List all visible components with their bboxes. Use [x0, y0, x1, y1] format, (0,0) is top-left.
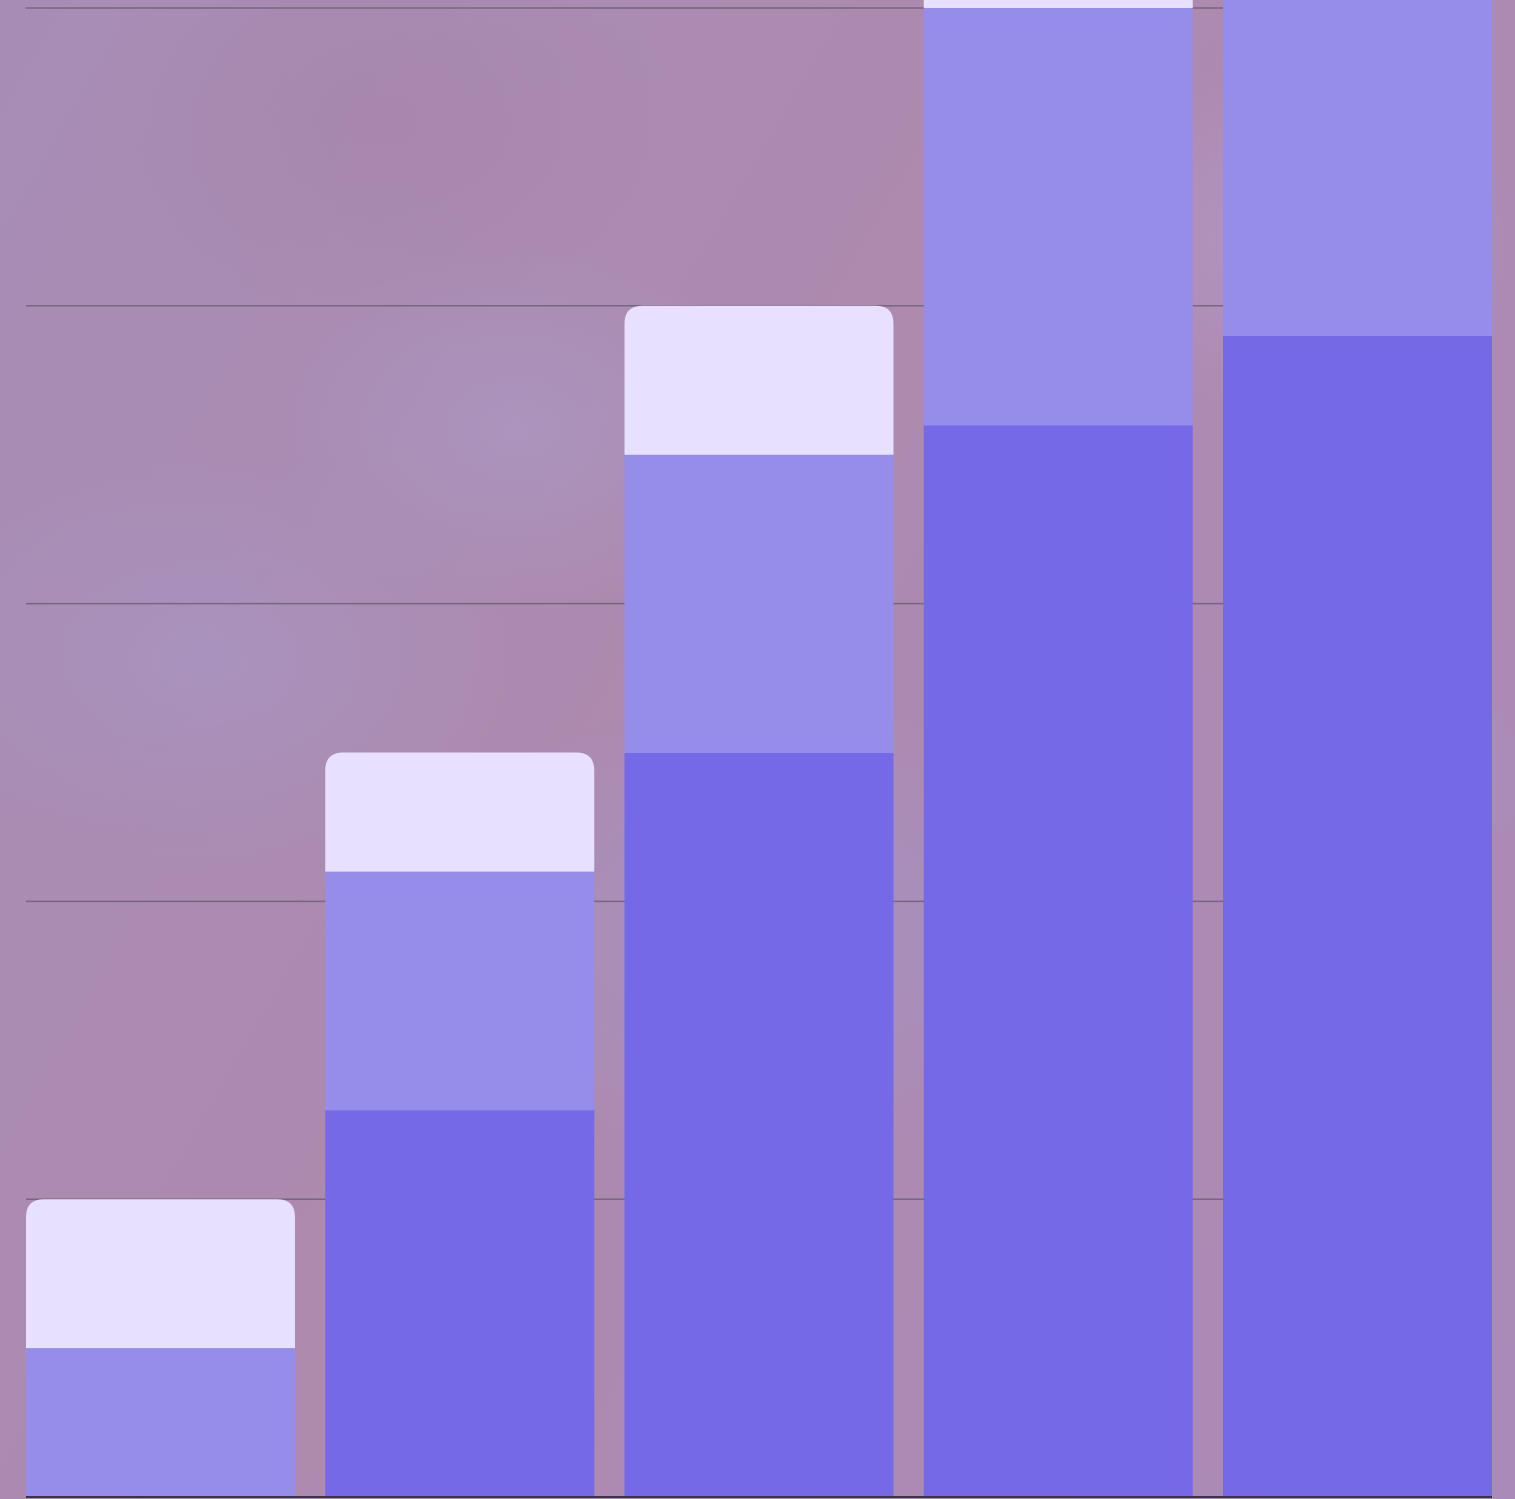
bar-stack: [1223, 0, 1492, 1498]
bar-segment-series-2: [325, 871, 595, 1111]
bar-stack: [923, 0, 1193, 1498]
bar-stack: [624, 305, 894, 1498]
bar-segment-series-3: [624, 305, 894, 455]
bar-segment-series-2: [26, 1348, 295, 1498]
bar-segment-series-3: [923, 0, 1193, 8]
bars: [26, 0, 1492, 1498]
bar-segment-series-3: [26, 1199, 295, 1349]
bar-stack: [26, 1199, 295, 1498]
bar-segment-series-1: [624, 752, 894, 1498]
bar-segment-series-2: [923, 8, 1193, 426]
bar-segment-series-1: [1223, 335, 1492, 1498]
bar-stack: [325, 752, 595, 1498]
bar-segment-series-3: [325, 752, 595, 872]
bar-segment-series-2: [624, 454, 894, 753]
bar-segment-series-2: [1223, 0, 1492, 337]
bar-segment-series-1: [923, 424, 1193, 1498]
bar-segment-series-1: [325, 1109, 595, 1498]
